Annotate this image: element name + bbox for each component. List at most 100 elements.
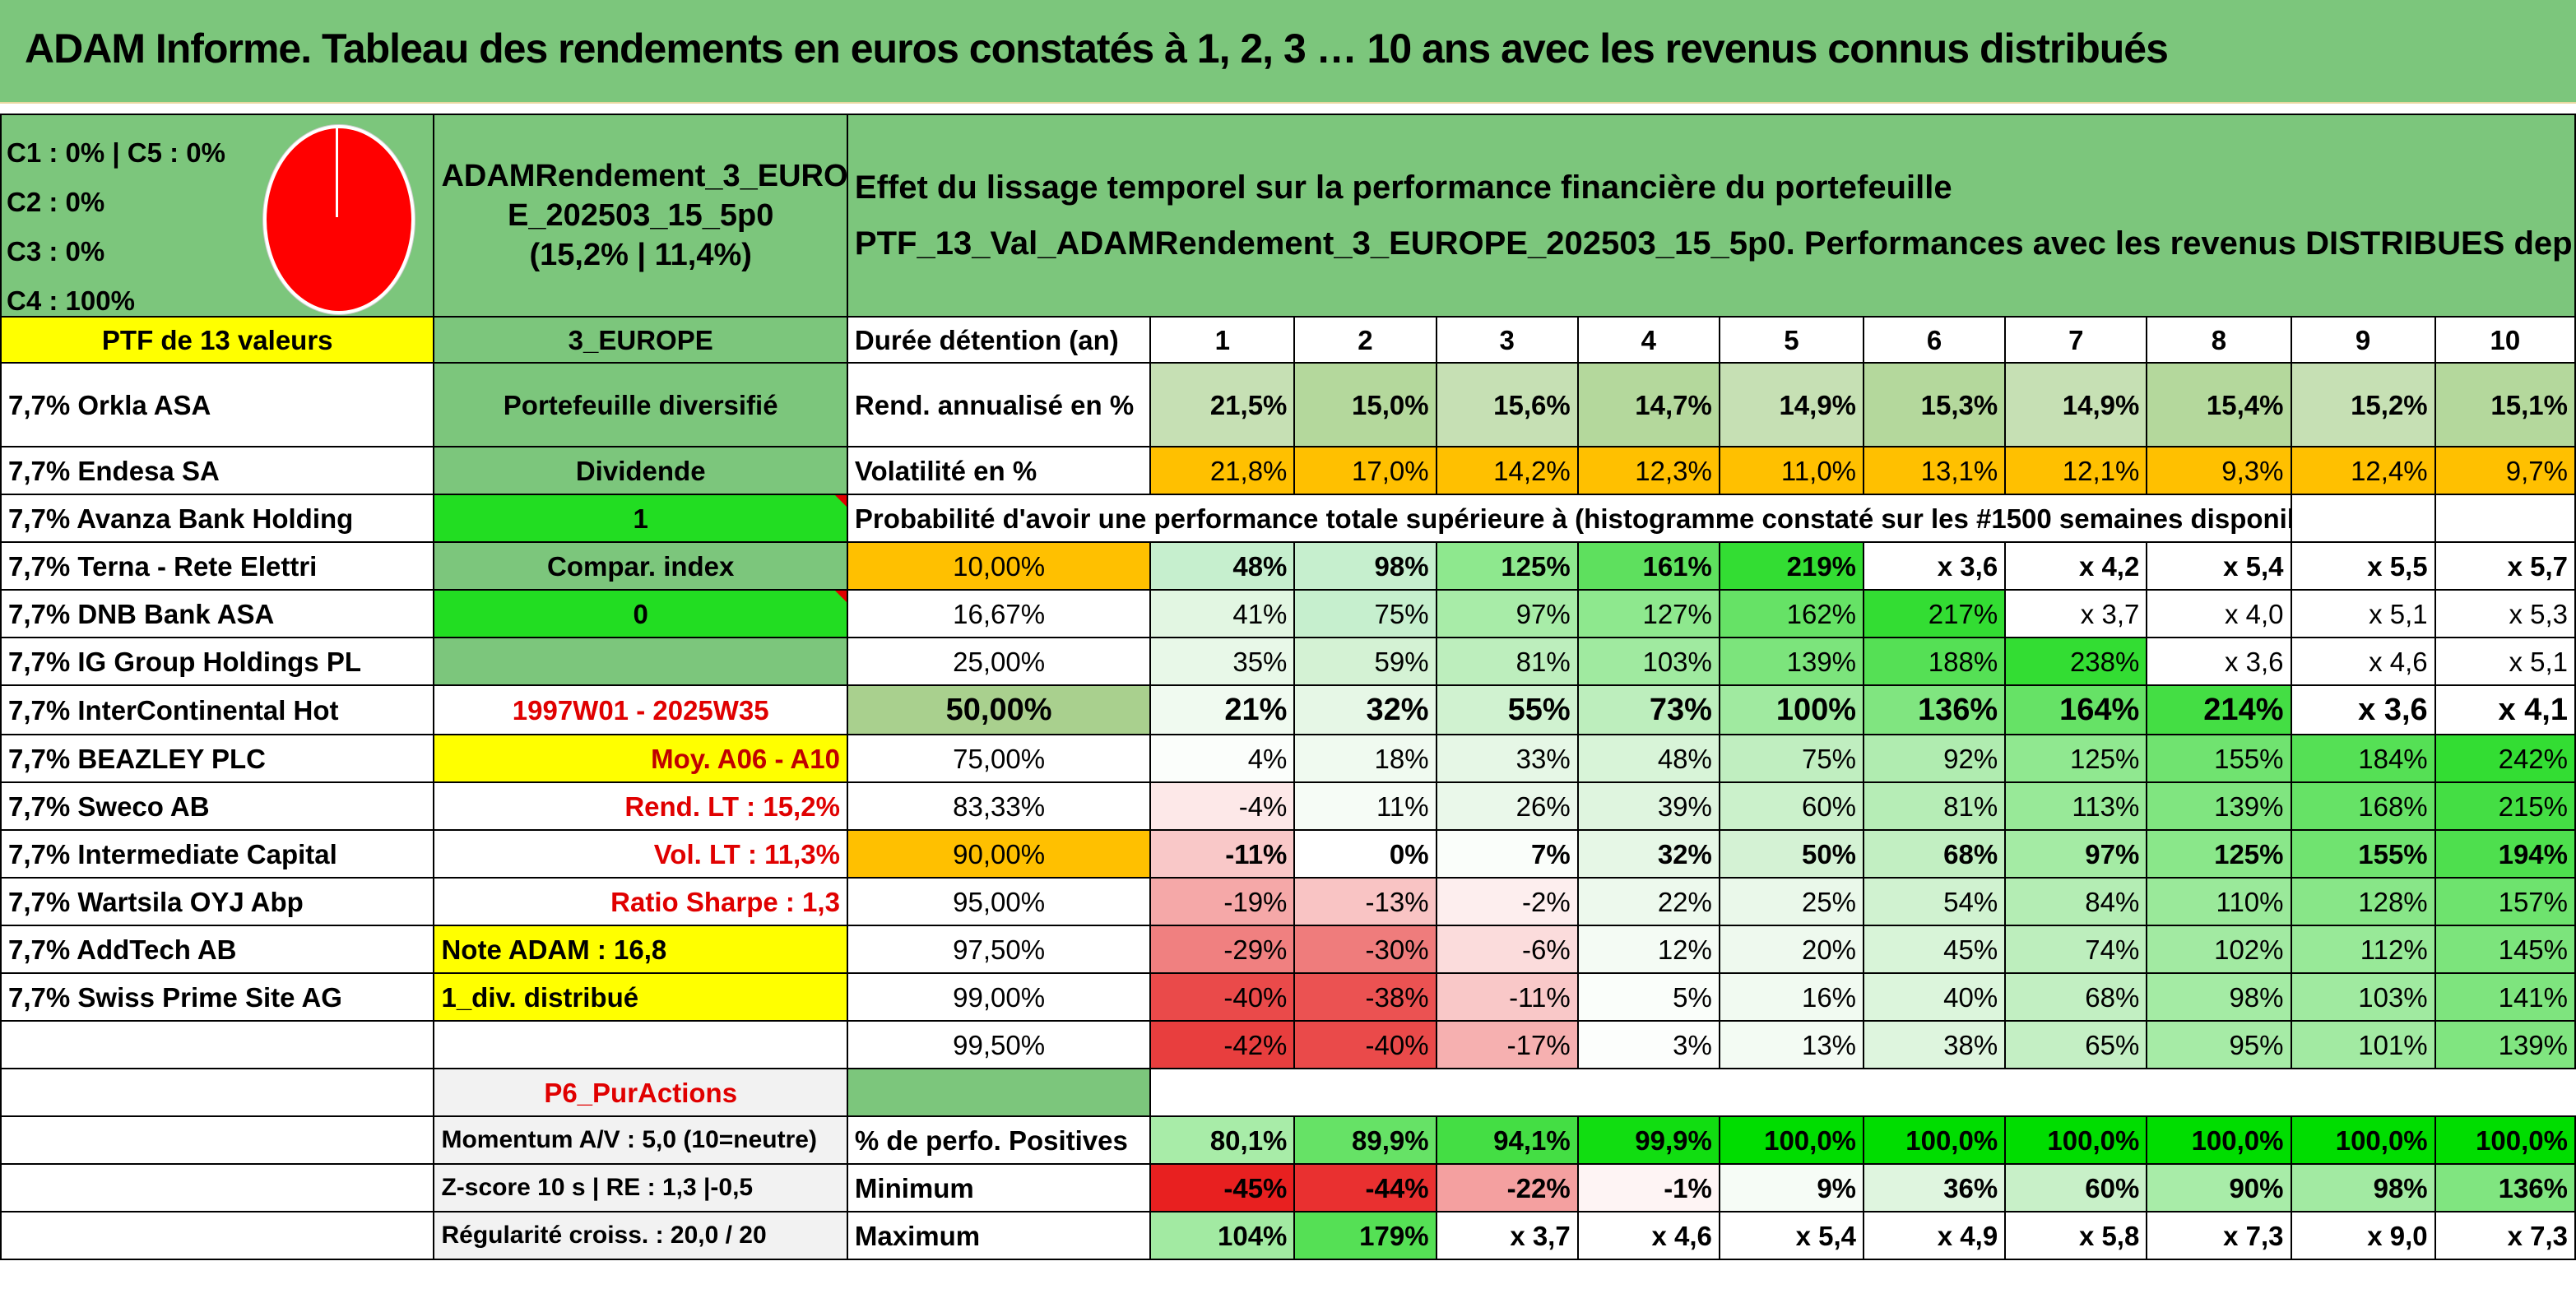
probability-value-cell: 125% [2004, 734, 2148, 783]
probability-threshold: 50,00% [846, 684, 1152, 735]
year-header: 5 [1718, 316, 1865, 364]
probability-value-cell: 48% [1576, 734, 1720, 783]
probability-value-cell: x 5,3 [2434, 589, 2576, 638]
dividend-label: Dividende [433, 446, 848, 495]
empty-cell [2434, 494, 2576, 543]
annualized-return-cell: 21,5% [1149, 362, 1296, 447]
probability-value-cell: 128% [2290, 877, 2436, 926]
volatility-cell: 12,1% [2004, 446, 2148, 495]
empty-cell [0, 1163, 435, 1212]
empty-green-cell [433, 637, 848, 686]
holding-row: 7,7% Swiss Prime Site AG [0, 972, 435, 1022]
probability-value-cell: x 4,0 [2146, 589, 2292, 638]
maximum-cell: x 9,0 [2290, 1211, 2436, 1260]
minimum-cell: 60% [2004, 1163, 2148, 1212]
annualized-return-cell: 15,3% [1863, 362, 2007, 447]
flag-one-cell: 1 [433, 494, 848, 543]
probability-value-cell: -29% [1149, 925, 1296, 974]
probability-value-cell: 35% [1149, 637, 1296, 686]
year-header: 7 [2004, 316, 2148, 364]
probability-value-cell: 139% [1718, 637, 1865, 686]
probability-value-cell: 103% [1576, 637, 1720, 686]
positive-perf-cell: 100,0% [2290, 1115, 2436, 1165]
probability-value-cell: x 5,1 [2290, 589, 2436, 638]
annualized-return-cell: 14,9% [1718, 362, 1865, 447]
probability-value-cell: x 3,6 [2290, 684, 2436, 735]
minimum-cell: 90% [2146, 1163, 2292, 1212]
volatility-cell: 12,4% [2290, 446, 2436, 495]
flag-zero-cell: 0 [433, 589, 848, 638]
long-term-volatility: Vol. LT : 11,3% [433, 829, 848, 879]
probability-value-cell: 157% [2434, 877, 2576, 926]
probability-value-cell: 59% [1293, 637, 1437, 686]
probability-value-cell: -42% [1149, 1020, 1296, 1069]
empty-cell [0, 1211, 435, 1260]
minimum-cell: -22% [1435, 1163, 1579, 1212]
pie-slice-divider [336, 128, 338, 217]
year-header: 2 [1293, 316, 1437, 364]
report-title-bar: ADAM Informe. Tableau des rendements en … [0, 0, 2576, 102]
probability-value-cell: 217% [1863, 589, 2007, 638]
adam-score: Note ADAM : 16,8 [433, 925, 848, 974]
probability-value-cell: 26% [1435, 781, 1579, 831]
empty-cell [1149, 1068, 2575, 1117]
volatility-cell: 11,0% [1718, 446, 1865, 495]
probability-value-cell: 136% [1863, 684, 2007, 735]
portfolio-name-line2: E_202503_15_5p0 [508, 198, 774, 233]
probability-value-cell: 25% [1718, 877, 1865, 926]
probability-value-cell: 98% [1293, 541, 1437, 591]
compar-index-label: Compar. index [433, 541, 848, 591]
probability-threshold: 16,67% [846, 589, 1152, 638]
annualized-return-cell: 15,4% [2146, 362, 2292, 447]
probability-threshold: 99,00% [846, 972, 1152, 1022]
probability-value-cell: 155% [2146, 734, 2292, 783]
annualized-return-cell: 14,9% [2004, 362, 2148, 447]
probability-value-cell: x 5,4 [2146, 541, 2292, 591]
probability-value-cell: 101% [2290, 1020, 2436, 1069]
probability-value-cell: -11% [1435, 972, 1579, 1022]
holding-row: 7,7% Endesa SA [0, 446, 435, 495]
probability-value-cell: 110% [2146, 877, 2292, 926]
holding-row: 7,7% BEAZLEY PLC [0, 734, 435, 783]
portfolio-size-header: PTF de 13 valeurs [0, 316, 435, 364]
holding-row: 7,7% Wartsila OYJ Abp [0, 877, 435, 926]
probability-value-cell: 13% [1718, 1020, 1865, 1069]
probability-value-cell: -17% [1435, 1020, 1579, 1069]
probability-value-cell: x 4,2 [2004, 541, 2148, 591]
probability-value-cell: 32% [1576, 829, 1720, 879]
allocation-pie-chart [263, 125, 415, 314]
volatility-cell: 17,0% [1293, 446, 1437, 495]
effect-description: Effet du lissage temporel sur la perform… [846, 114, 2576, 318]
maximum-cell: 179% [1293, 1211, 1437, 1260]
probability-value-cell: 55% [1435, 684, 1579, 735]
probability-value-cell: 75% [1718, 734, 1865, 783]
probability-value-cell: 32% [1293, 684, 1437, 735]
probability-value-cell: 54% [1863, 877, 2007, 926]
year-header: 10 [2434, 316, 2576, 364]
vol-label: Volatilité en % [846, 446, 1152, 495]
probability-value-cell: 73% [1576, 684, 1720, 735]
probability-value-cell: x 4,1 [2434, 684, 2576, 735]
allocation-pie-cell: C1 : 0% | C5 : 0% C2 : 0% C3 : 0% C4 : 1… [0, 114, 435, 318]
year-header: 1 [1149, 316, 1296, 364]
returns-table: C1 : 0% | C5 : 0% C2 : 0% C3 : 0% C4 : 1… [0, 114, 2576, 1260]
probability-value-cell: 68% [1863, 829, 2007, 879]
probability-value-cell: 215% [2434, 781, 2576, 831]
probability-threshold: 90,00% [846, 829, 1152, 879]
probability-value-cell: -38% [1293, 972, 1437, 1022]
probability-value-cell: 145% [2434, 925, 2576, 974]
maximum-cell: x 3,7 [1435, 1211, 1579, 1260]
probability-value-cell: -6% [1435, 925, 1579, 974]
probability-value-cell: -40% [1149, 972, 1296, 1022]
empty-cell [0, 1068, 435, 1117]
probability-value-cell: x 3,6 [1863, 541, 2007, 591]
annualized-return-cell: 15,1% [2434, 362, 2576, 447]
holding-row: 7,7% Orkla ASA [0, 362, 435, 447]
probability-threshold: 10,00% [846, 541, 1152, 591]
probability-label: Probabilité d'avoir une performance tota… [846, 494, 2292, 543]
portfolio-name-line3: (15,2% | 11,4%) [529, 238, 752, 272]
probability-value-cell: 194% [2434, 829, 2576, 879]
probability-threshold: 99,50% [846, 1020, 1152, 1069]
probability-value-cell: 4% [1149, 734, 1296, 783]
minimum-cell: 98% [2290, 1163, 2436, 1212]
